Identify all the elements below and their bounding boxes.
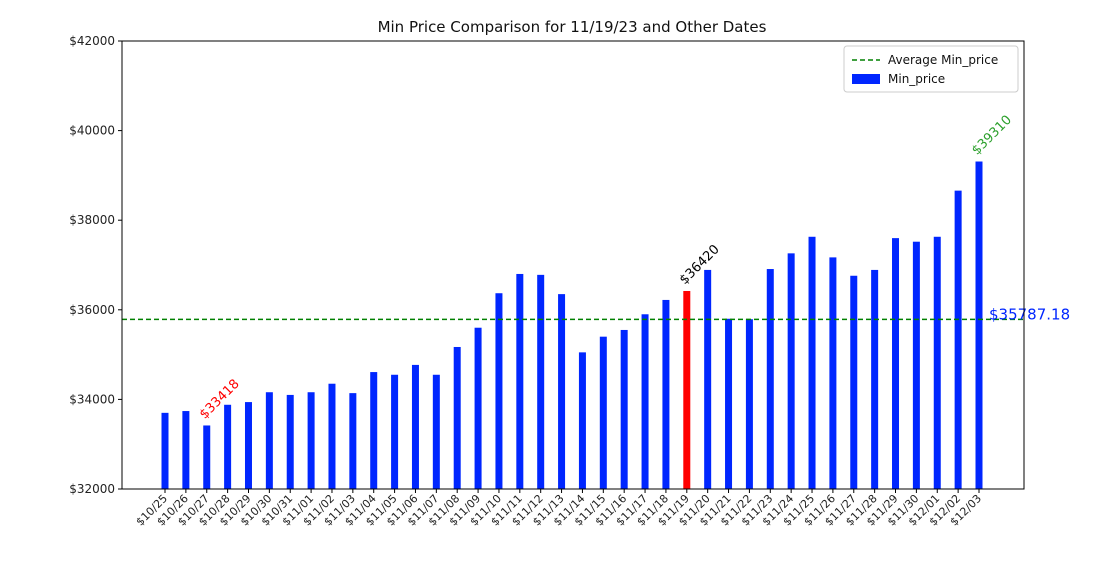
bar [766,269,774,489]
bars-group [161,161,983,489]
axes-group: $32000$34000$36000$38000$40000$42000$10/… [69,34,1025,528]
bar [558,294,566,489]
value-annotation: $36420 [677,242,723,288]
bar [411,364,419,489]
legend-series-label: Min_price [888,72,945,86]
bar [892,238,900,489]
y-tick-label: $32000 [69,482,115,496]
legend: Average Min_price Min_price [843,45,1019,93]
average-value-label: $35787.18 [989,305,1070,323]
bar [224,404,232,489]
bar [662,299,670,489]
bar [829,257,837,489]
bar [704,269,712,489]
bar [787,253,795,489]
bar-highlight [683,290,691,489]
bar [161,412,169,489]
y-tick-label: $34000 [69,392,115,406]
bar [391,374,399,489]
bar [182,411,190,489]
average-line-group: $35787.18 [122,305,1070,323]
bar [933,236,941,489]
bar [912,241,920,489]
bar [349,393,357,489]
bar [745,319,753,489]
y-tick-label: $42000 [69,34,115,48]
bar [307,392,315,489]
y-tick-label: $40000 [69,124,115,138]
bar [620,329,628,489]
bar [578,352,586,489]
bar [286,394,294,489]
bar [516,273,524,489]
bar [725,318,733,489]
bar [474,327,482,489]
legend-box [843,45,1019,93]
bar [244,402,252,489]
legend-average-label: Average Min_price [888,53,998,67]
bar [641,314,649,489]
plot-frame [121,40,1025,490]
bar [537,274,545,489]
bar [432,374,440,489]
legend-series-swatch [852,74,880,84]
bar [203,425,211,489]
bar [808,236,816,489]
bar [871,269,879,489]
chart-title: Min Price Comparison for 11/19/23 and Ot… [378,18,767,36]
value-annotation: $33418 [197,377,243,423]
bar [954,190,962,489]
value-annotation: $39310 [969,113,1015,159]
y-tick-label: $38000 [69,213,115,227]
bar [265,392,273,489]
bar [850,275,858,489]
y-tick-label: $36000 [69,303,115,317]
bar [975,161,983,489]
bar [495,293,503,489]
bar [453,346,461,489]
bar [328,383,336,489]
bar [370,372,378,489]
bar [599,336,607,489]
